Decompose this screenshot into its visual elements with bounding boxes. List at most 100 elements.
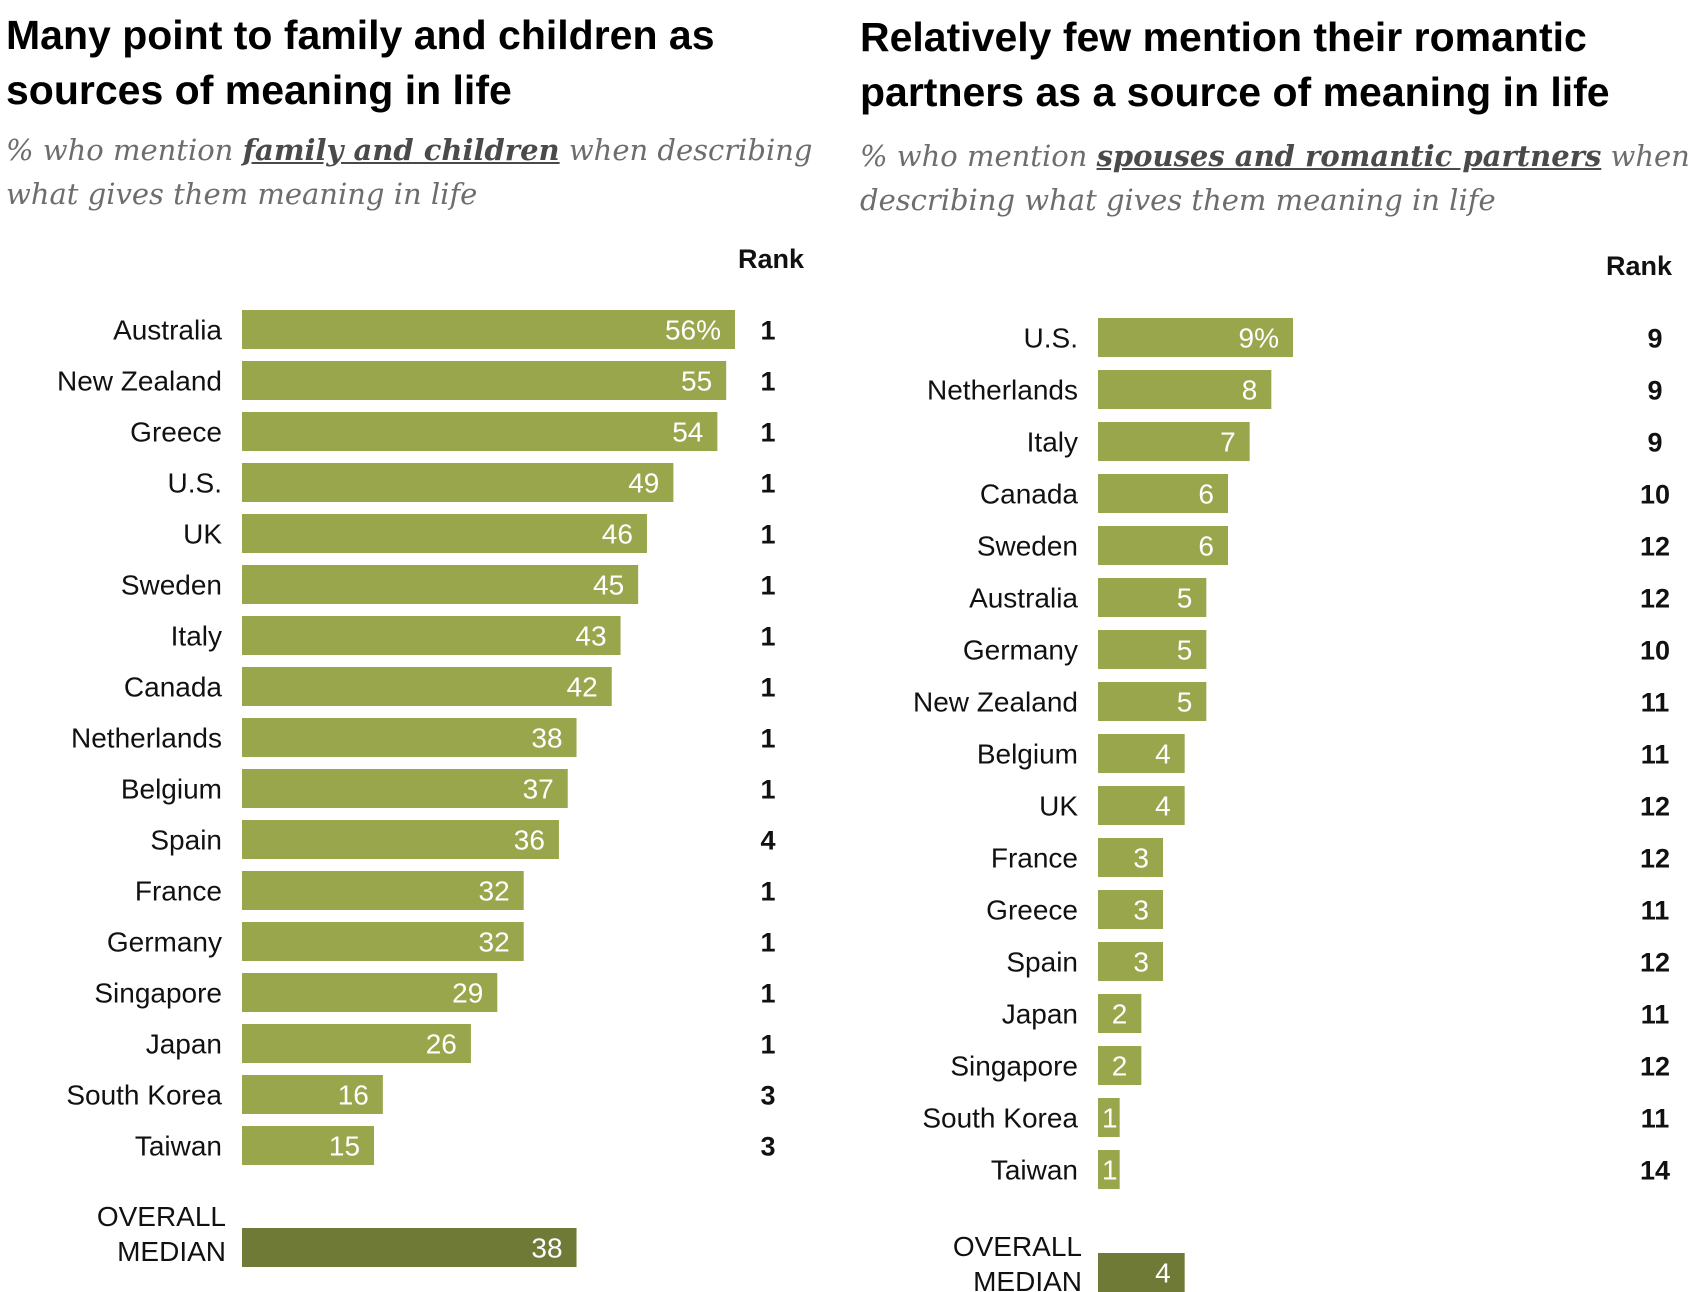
bar-value-label: 3 [1133, 843, 1149, 874]
bar-value-label: 3 [1133, 895, 1149, 926]
category-label: Australia [113, 315, 222, 346]
rank-value: 1 [760, 367, 775, 397]
bar [242, 361, 727, 400]
rank-value: 1 [760, 571, 775, 601]
bar [1098, 734, 1185, 773]
subtitle-prefix: % who mention [6, 133, 243, 167]
rank-value: 1 [760, 316, 775, 346]
chart-subtitle: % who mention family and children when d… [6, 128, 846, 216]
rank-value: 3 [760, 1081, 775, 1111]
bar [1098, 682, 1207, 721]
category-label: New Zealand [57, 366, 222, 397]
bar [1098, 1150, 1120, 1189]
rank-value: 12 [1640, 532, 1670, 562]
bar [1098, 318, 1293, 357]
category-label: Italy [171, 621, 222, 652]
bar-value-label: 6 [1198, 479, 1214, 510]
rank-value: 1 [760, 469, 775, 499]
rank-value: 1 [760, 673, 775, 703]
category-label: Japan [146, 1029, 222, 1060]
bar-value-label: 38 [531, 723, 562, 754]
rank-value: 1 [760, 979, 775, 1009]
median-bar [1098, 1253, 1185, 1292]
chart-panel-family: Many point to family and children as sou… [0, 0, 850, 1292]
bar-value-label: 1 [1102, 1155, 1118, 1186]
chart-title: Many point to family and children as sou… [6, 12, 715, 113]
category-label: Taiwan [135, 1131, 222, 1162]
category-label: Netherlands [71, 723, 222, 754]
bar-value-label: 49 [628, 468, 659, 499]
bar [242, 1075, 383, 1114]
rank-value: 11 [1641, 688, 1670, 718]
bar-value-label: 15 [329, 1131, 360, 1162]
bar [242, 616, 621, 655]
bar [1098, 786, 1185, 825]
bar-value-label: 54 [672, 417, 703, 448]
bar [242, 667, 612, 706]
rank-value: 1 [760, 418, 775, 448]
bar [242, 769, 568, 808]
bar [242, 1126, 375, 1165]
category-label: Japan [1002, 999, 1078, 1030]
bar-value-label: 5 [1177, 687, 1193, 718]
subtitle-suffix: when describing what gives them meaning … [860, 139, 1690, 217]
category-label: U.S. [168, 468, 222, 499]
bar-value-label: 36 [514, 825, 545, 856]
bar-value-label: 55 [681, 366, 712, 397]
category-label: France [991, 843, 1078, 874]
bar-value-label: 32 [479, 927, 510, 958]
bar-value-label: 5 [1177, 583, 1193, 614]
bar [242, 310, 735, 349]
rank-value: 1 [760, 877, 775, 907]
subtitle-prefix: % who mention [860, 139, 1097, 173]
bar [1098, 578, 1207, 617]
category-label: Singapore [94, 978, 222, 1009]
category-label: Canada [980, 479, 1079, 510]
bar-value-label: 4 [1155, 1258, 1171, 1289]
rank-value: 10 [1640, 636, 1670, 666]
bar-value-label: 8 [1242, 375, 1258, 406]
category-label: Belgium [121, 774, 222, 805]
rank-value: 12 [1640, 792, 1670, 822]
bar [1098, 1046, 1142, 1085]
bar [242, 514, 647, 553]
rank-value: 1 [760, 622, 775, 652]
bar [1098, 370, 1272, 409]
bar [242, 820, 559, 859]
rank-value: 9 [1647, 324, 1662, 354]
rank-value: 12 [1640, 948, 1670, 978]
bar [242, 412, 718, 451]
bar-value-label: 4 [1155, 791, 1171, 822]
bar [1098, 1098, 1120, 1137]
bar-value-label: 56% [665, 315, 721, 346]
bar [242, 463, 674, 502]
bar-chart-family: Rank Australia 56% 1 New Zealand 55 1 Greece 54 1… [57, 244, 805, 1267]
category-label: Taiwan [991, 1155, 1078, 1186]
bar [242, 565, 639, 604]
rank-header: Rank [738, 244, 805, 274]
bar [1098, 890, 1163, 929]
median-label: OVERALL [97, 1201, 226, 1232]
category-label: Canada [124, 672, 223, 703]
bar-value-label: 2 [1112, 999, 1128, 1030]
bar-value-label: 42 [567, 672, 598, 703]
category-label: UK [183, 519, 222, 550]
category-label: U.S. [1024, 323, 1078, 354]
bar-chart-partners: Rank U.S. 9% 9 Netherlands 8 9 Italy 7 9 Canada 6 10… [913, 251, 1673, 1292]
bar-value-label: 32 [479, 876, 510, 907]
category-label: Spain [150, 825, 222, 856]
median-label: OVERALL [953, 1231, 1082, 1262]
bar [1098, 994, 1142, 1033]
bar [242, 922, 524, 961]
bar [1098, 422, 1250, 461]
chart-title: Relatively few mention their romantic pa… [860, 14, 1610, 115]
bar [1098, 526, 1228, 565]
bar-value-label: 45 [593, 570, 624, 601]
bar-value-label: 29 [452, 978, 483, 1009]
category-label: Netherlands [927, 375, 1078, 406]
category-label: Italy [1027, 427, 1078, 458]
bar [242, 1024, 471, 1063]
bar-value-label: 4 [1155, 739, 1171, 770]
rank-value: 9 [1647, 376, 1662, 406]
bar [242, 718, 577, 757]
